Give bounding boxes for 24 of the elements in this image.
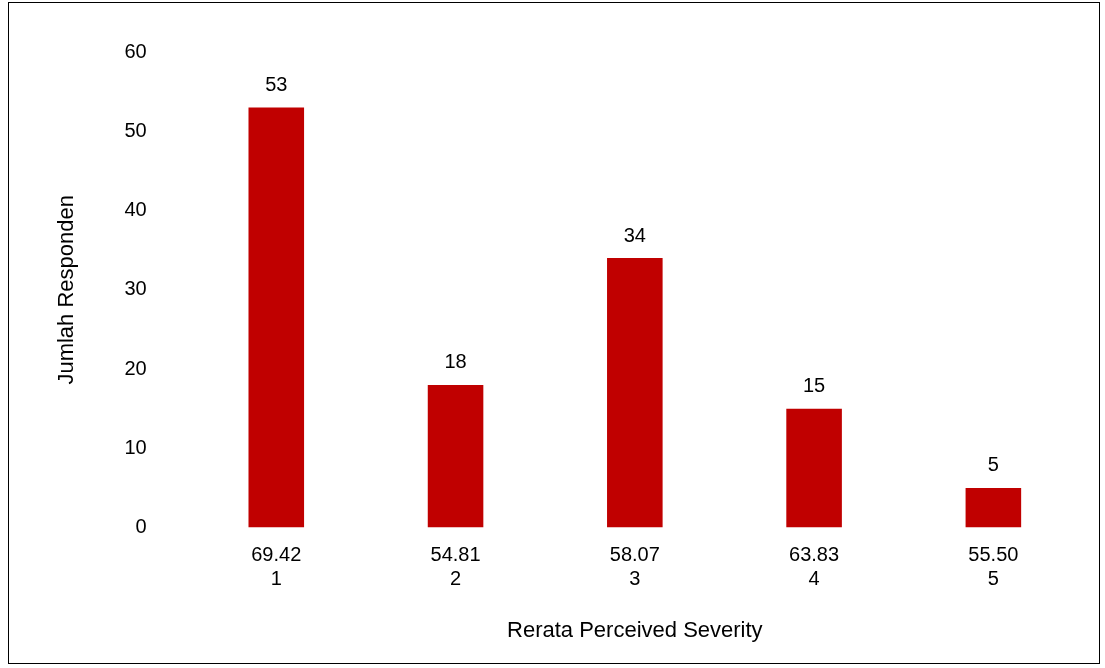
y-tick-label: 20 [124, 356, 147, 379]
y-tick-label: 0 [135, 515, 147, 538]
x-tick-label: 63.83 4 [789, 543, 840, 590]
bar [248, 107, 305, 528]
y-tick-label: 40 [124, 198, 147, 221]
y-tick-label: 50 [124, 118, 147, 141]
y-tick-label: 10 [124, 435, 147, 458]
data-label: 18 [444, 350, 467, 373]
bar [786, 408, 842, 528]
data-label: 34 [623, 223, 646, 246]
x-axis-title: Rerata Perceived Severity [507, 616, 763, 642]
y-tick-label: 30 [124, 277, 147, 300]
bar [965, 487, 1022, 528]
x-tick-label: 58.07 3 [609, 543, 660, 590]
bar [427, 384, 484, 528]
bar [607, 258, 663, 528]
x-tick-label: 69.42 1 [251, 543, 302, 590]
y-tick-label: 60 [124, 39, 147, 62]
data-label: 5 [987, 453, 999, 476]
x-tick-label: 54.81 2 [430, 543, 481, 590]
data-label: 15 [802, 374, 826, 397]
data-label: 53 [265, 73, 288, 95]
y-axis-title: Jumlah Responden [53, 195, 79, 385]
x-tick-label: 55.50 5 [968, 543, 1019, 590]
